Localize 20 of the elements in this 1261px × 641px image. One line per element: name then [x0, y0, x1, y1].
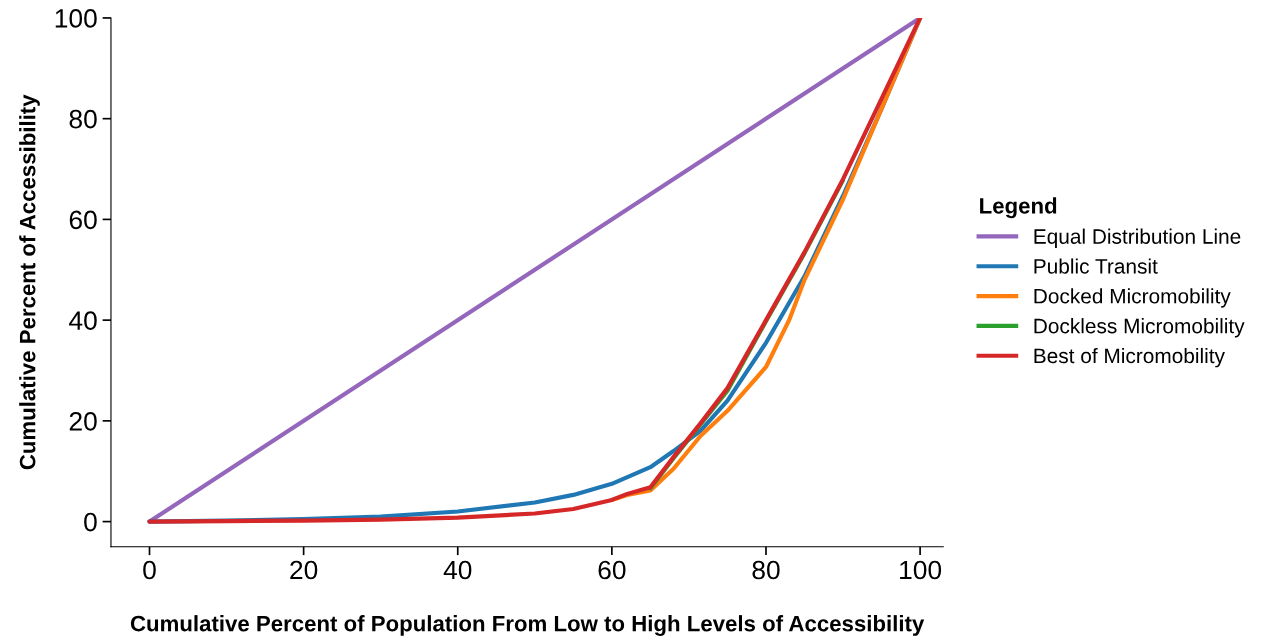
- y-tick-label: 80: [69, 109, 97, 129]
- y-tick-label: 60: [69, 210, 97, 230]
- legend-label: Equal Distribution Line: [1034, 228, 1241, 249]
- y-axis-title: Cumulative Percent of Accessibility: [19, 94, 40, 470]
- x-axis-title: Cumulative Percent of Population From Low to High Levels of Accessibility: [130, 615, 925, 636]
- y-tick-label: 40: [69, 311, 97, 330]
- x-tick-label: 100: [900, 560, 942, 580]
- x-tick-label: 80: [752, 560, 780, 580]
- legend-label: Public Transit: [1034, 258, 1158, 274]
- x-tick-label: 60: [598, 560, 626, 580]
- legend-label: Docked Micromobility: [1034, 288, 1231, 308]
- x-tick-label: 0: [143, 560, 156, 580]
- x-tick-label: 20: [290, 560, 318, 580]
- y-tick-label: 100: [55, 9, 97, 28]
- y-tick-label: 0: [84, 512, 97, 532]
- legend-label: Best of Micromobility: [1034, 347, 1225, 368]
- x-tick-label: 40: [443, 560, 472, 580]
- legend-title: Legend: [980, 197, 1057, 219]
- legend-label: Dockless Micromobility: [1034, 318, 1245, 338]
- y-tick-label: 20: [69, 412, 97, 431]
